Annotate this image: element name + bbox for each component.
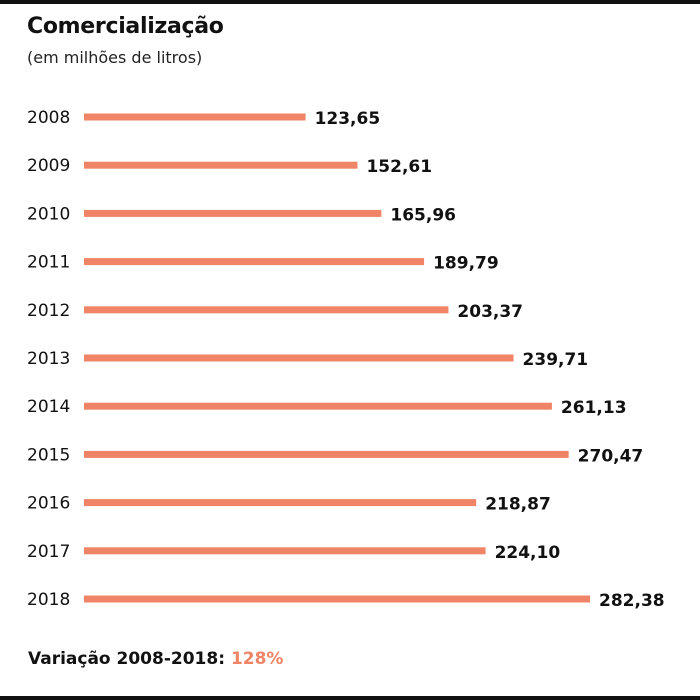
top-rule [0,0,700,4]
bar-chart: 2008 123,65 2009 152,61 2010 165,96 2011 189,79… [27,108,665,611]
variation-footer: Variação 2008-2018: 128% [28,649,283,669]
bar-2009 [84,161,358,169]
value-label-2016: 218,87 [485,495,551,515]
year-label-2012: 2012 [27,301,70,321]
bar-2014 [84,402,552,410]
bar-2016 [84,499,477,507]
chart-title: Comercialização [27,14,224,39]
year-label-2008: 2008 [27,108,70,128]
bar-2017 [84,547,486,555]
year-label-2013: 2013 [27,349,70,369]
value-label-2018: 282,38 [599,591,665,611]
bar-2012 [84,306,449,314]
year-label-2018: 2018 [27,590,70,610]
value-label-2011: 189,79 [433,254,499,274]
year-label-2016: 2016 [27,494,70,514]
year-label-2011: 2011 [27,253,70,273]
value-label-2012: 203,37 [457,302,523,322]
value-label-2010: 165,96 [390,205,456,225]
value-label-2013: 239,71 [523,350,589,370]
year-label-2015: 2015 [27,445,70,465]
year-label-2010: 2010 [27,204,70,224]
bar-2008 [84,113,306,121]
bar-2018 [84,595,590,603]
value-label-2015: 270,47 [578,446,644,466]
bottom-rule [0,696,700,700]
year-label-2009: 2009 [27,156,70,176]
variation-label: Variação 2008-2018: [28,649,226,669]
year-label-2014: 2014 [27,397,70,417]
bar-2013 [84,354,514,362]
value-label-2009: 152,61 [366,157,432,177]
bar-2015 [84,450,569,458]
variation-value: 128% [230,649,284,669]
chart-subtitle: (em milhões de litros) [27,48,203,67]
bar-2010 [84,209,382,217]
year-label-2017: 2017 [27,542,70,562]
value-label-2014: 261,13 [561,398,627,418]
bar-2011 [84,258,425,266]
value-label-2008: 123,65 [315,109,381,129]
value-label-2017: 224,10 [495,543,561,563]
